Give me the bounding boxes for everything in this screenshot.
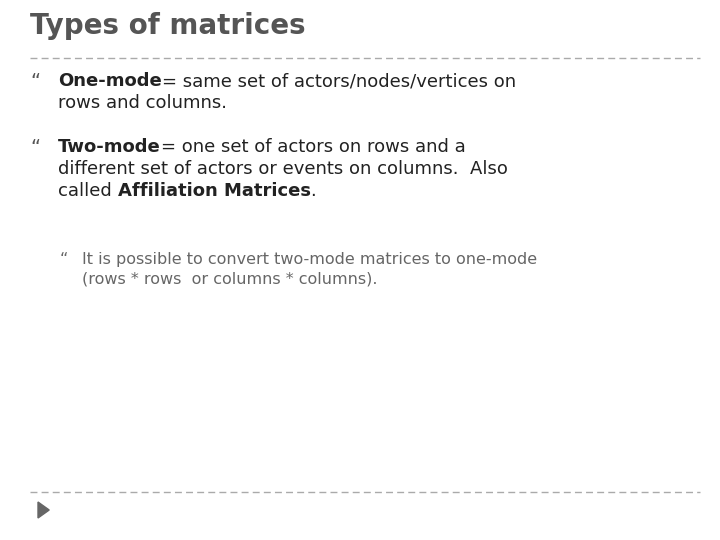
Text: Two-mode: Two-mode bbox=[58, 138, 161, 156]
Text: “: “ bbox=[30, 72, 40, 91]
Text: Types of matrices: Types of matrices bbox=[30, 12, 305, 40]
Text: = one set of actors on rows and a: = one set of actors on rows and a bbox=[161, 138, 466, 156]
Text: “: “ bbox=[60, 252, 68, 267]
Text: One-mode: One-mode bbox=[58, 72, 162, 90]
Text: = same set of actors/nodes/vertices on: = same set of actors/nodes/vertices on bbox=[162, 72, 516, 90]
Text: rows and columns.: rows and columns. bbox=[58, 94, 227, 112]
Text: called: called bbox=[58, 182, 117, 200]
Text: different set of actors or events on columns.  Also: different set of actors or events on col… bbox=[58, 160, 508, 178]
Text: .: . bbox=[310, 182, 316, 200]
Polygon shape bbox=[38, 502, 49, 518]
Text: Affiliation Matrices: Affiliation Matrices bbox=[117, 182, 310, 200]
Text: (rows * rows  or columns * columns).: (rows * rows or columns * columns). bbox=[82, 272, 377, 287]
Text: It is possible to convert two-mode matrices to one-mode: It is possible to convert two-mode matri… bbox=[82, 252, 537, 267]
Text: “: “ bbox=[30, 138, 40, 157]
